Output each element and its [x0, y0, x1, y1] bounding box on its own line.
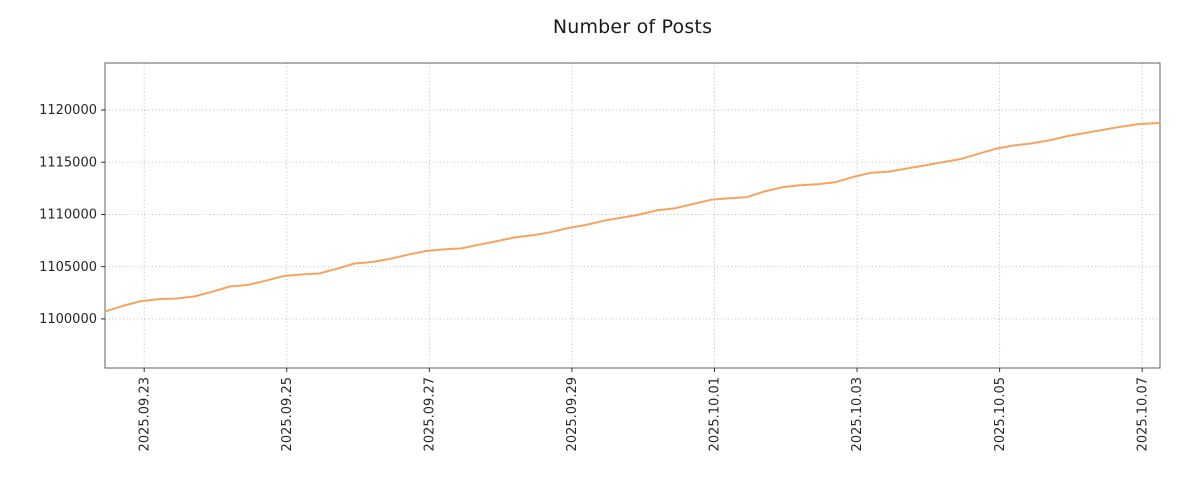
chart-title: Number of Posts — [552, 16, 713, 38]
y-tick-label: 1120000 — [39, 103, 97, 118]
y-tick-label: 1105000 — [39, 260, 97, 275]
y-tick-label: 1115000 — [39, 155, 97, 170]
x-tick-label: 2025.09.25 — [280, 377, 295, 451]
x-tick-label: 2025.09.27 — [423, 377, 438, 451]
x-tick-label: 2025.09.29 — [565, 377, 580, 451]
x-tick-label: 2025.10.07 — [1135, 377, 1150, 451]
y-tick-label: 1100000 — [39, 312, 97, 327]
x-tick-label: 2025.10.03 — [850, 377, 865, 451]
x-tick-label: 2025.10.05 — [993, 377, 1008, 451]
series-line — [104, 121, 1161, 313]
x-tick-label: 2025.10.01 — [708, 377, 723, 451]
plot-frame — [104, 62, 1161, 369]
x-tick-label: 2025.09.23 — [137, 377, 152, 451]
y-tick-label: 1110000 — [39, 208, 97, 223]
